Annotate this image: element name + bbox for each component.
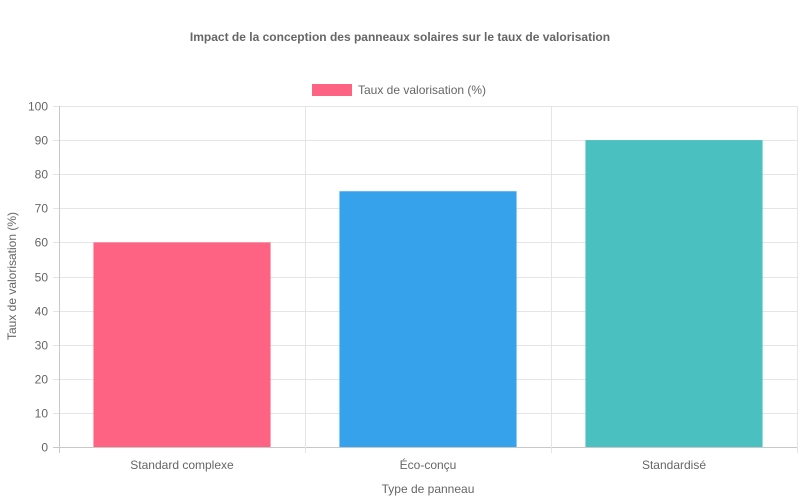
y-tick-label: 90	[35, 134, 49, 148]
y-tick-label: 100	[28, 100, 48, 114]
chart-title: Impact de la conception des panneaux sol…	[190, 30, 610, 44]
bars	[93, 140, 763, 447]
x-tick-label: Standardisé	[642, 458, 706, 472]
legend-swatch	[312, 84, 352, 96]
bar[interactable]	[585, 140, 763, 447]
y-axis-ticks: 0 10 20 30 40 50 60 70 80 90 100	[28, 100, 48, 455]
y-tick-label: 10	[35, 407, 49, 421]
legend-label: Taux de valorisation (%)	[358, 83, 486, 97]
y-tick-label: 40	[35, 305, 49, 319]
y-tick-label: 20	[35, 373, 49, 387]
x-axis-title: Type de panneau	[382, 482, 475, 496]
bar[interactable]	[93, 242, 271, 447]
y-tick-label: 0	[41, 441, 48, 455]
bar[interactable]	[339, 191, 517, 447]
x-tick-label: Standard complexe	[130, 458, 234, 472]
y-tick-label: 60	[35, 236, 49, 250]
y-tick-label: 80	[35, 168, 49, 182]
x-tick-label: Éco-conçu	[400, 457, 457, 472]
legend[interactable]: Taux de valorisation (%)	[312, 83, 486, 97]
y-axis-title: Taux de valorisation (%)	[5, 212, 19, 340]
x-axis-ticks: Standard complexe Éco-conçu Standardisé	[130, 457, 706, 472]
y-tick-label: 50	[35, 271, 49, 285]
y-tick-label: 70	[35, 202, 49, 216]
y-tick-label: 30	[35, 339, 49, 353]
